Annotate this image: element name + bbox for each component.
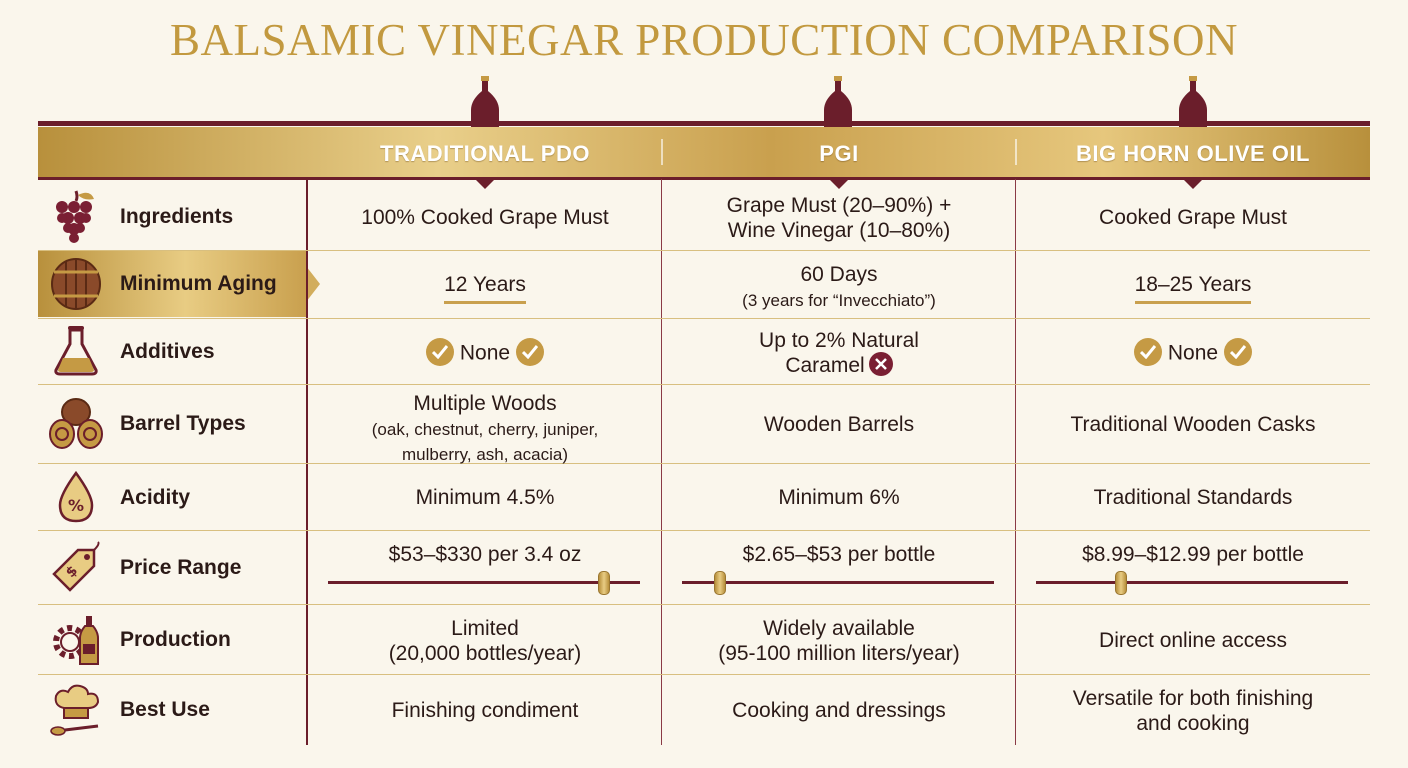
- flask-icon: [54, 326, 98, 376]
- cell-aging-pgi: 60 Days (3 years for “Invecchiato”): [742, 263, 936, 310]
- svg-text:%: %: [68, 496, 84, 515]
- barrel-icon: [51, 258, 101, 310]
- header-bar: [38, 127, 1370, 180]
- column-notch: [474, 178, 496, 189]
- cell-acidity-pdo: Minimum 4.5%: [415, 486, 555, 509]
- cell-additives-pdo: None: [308, 338, 662, 368]
- cell-bestuse-pgi: Cooking and dressings: [732, 699, 946, 722]
- cell-barrels-bighorn: Traditional Wooden Casks: [1070, 413, 1316, 436]
- cell-aging-bighorn: 18–25 Years: [1016, 272, 1370, 304]
- percent-drop-icon: %: [58, 470, 94, 523]
- price-slider-knob: [597, 571, 610, 595]
- gear-bottle-icon: [53, 616, 99, 665]
- cell-production-bighorn: Direct online access: [1099, 629, 1287, 652]
- price-slider-track: [328, 581, 640, 584]
- check-icon: [1133, 338, 1162, 366]
- price-slider-knob: [714, 571, 727, 595]
- column-notch: [1182, 178, 1204, 189]
- header-divider: [661, 139, 663, 165]
- row-label-production: Production: [120, 628, 231, 651]
- row-divider: [38, 250, 1370, 251]
- check-icon: [516, 338, 545, 366]
- cell-ingredients-pdo: 100% Cooked Grape Must: [361, 206, 609, 229]
- cell-additives-bighorn: None: [1016, 338, 1370, 368]
- cell-production-pgi: Widely available (95-100 million liters/y…: [718, 617, 960, 665]
- row-divider: [38, 318, 1370, 319]
- column-divider: [306, 179, 308, 745]
- price-slider-track: [682, 581, 994, 584]
- cell-acidity-pgi: Minimum 6%: [778, 486, 900, 509]
- cell-production-pdo: Limited (20,000 bottles/year): [388, 617, 582, 665]
- price-slider-track: [1036, 581, 1348, 584]
- row-label-barrel-types: Barrel Types: [120, 412, 246, 435]
- cross-icon: [868, 352, 893, 377]
- row-label-ingredients: Ingredients: [120, 205, 234, 228]
- column-header-pgi: PGI: [819, 141, 859, 166]
- row-label-additives: Additives: [120, 340, 215, 363]
- row-divider: [38, 604, 1370, 605]
- grapes-icon: [56, 190, 94, 243]
- cell-price-pgi: $2.65–$53 per bottle: [742, 543, 936, 566]
- cell-ingredients-pgi: Grape Must (20–90%) + Wine Vinegar (10–80…: [726, 194, 952, 242]
- row-label-acidity: Acidity: [120, 486, 191, 509]
- cell-barrels-pdo: Multiple Woods (oak, chestnut, cherry, ju…: [371, 392, 599, 464]
- cell-bestuse-pdo: Finishing condiment: [391, 699, 579, 722]
- row-divider: [38, 463, 1370, 464]
- column-header-big-horn: BIG HORN OLIVE OIL: [1076, 141, 1310, 166]
- cell-barrels-pgi: Wooden Barrels: [763, 413, 915, 436]
- header-divider: [1015, 139, 1017, 165]
- price-slider-knob: [1115, 571, 1128, 595]
- check-icon: [1224, 338, 1253, 366]
- cell-additives-pgi: Up to 2% Natural Caramel: [759, 329, 919, 377]
- cell-price-bighorn: $8.99–$12.99 per bottle: [1082, 543, 1304, 566]
- row-divider: [38, 674, 1370, 675]
- row-divider: [38, 530, 1370, 531]
- page-title: BALSAMIC VINEGAR PRODUCTION COMPARISON: [170, 15, 1238, 65]
- row-label-price-range: Price Range: [120, 556, 242, 579]
- column-notch: [828, 178, 850, 189]
- check-icon: [425, 338, 454, 366]
- barrels-icon: [49, 398, 103, 449]
- top-border: [38, 121, 1370, 126]
- chef-spoon-icon: [50, 684, 100, 736]
- cell-acidity-bighorn: Traditional Standards: [1093, 486, 1293, 509]
- cell-bestuse-bighorn: Versatile for both finishing and cooking: [1072, 687, 1314, 735]
- column-divider: [1015, 179, 1016, 745]
- row-label-minimum-aging: Minimum Aging: [120, 272, 277, 295]
- column-header-traditional-pdo: TRADITIONAL PDO: [380, 141, 590, 166]
- cell-aging-pdo: 12 Years: [308, 272, 662, 304]
- price-tag-icon: $: [52, 541, 100, 592]
- cell-price-pdo: $53–$330 per 3.4 oz: [388, 543, 582, 566]
- row-label-best-use: Best Use: [120, 698, 210, 721]
- highlight-arrow: [306, 266, 320, 302]
- column-divider: [661, 179, 662, 745]
- row-divider: [38, 384, 1370, 385]
- cell-ingredients-bighorn: Cooked Grape Must: [1099, 206, 1287, 229]
